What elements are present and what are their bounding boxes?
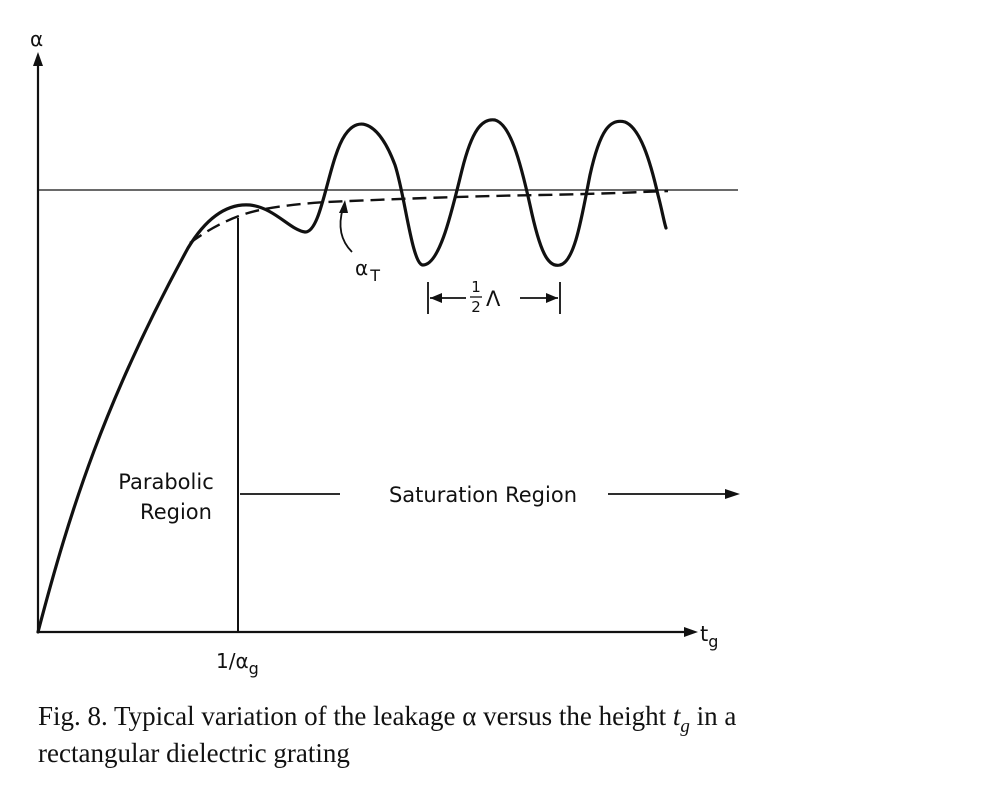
- y-axis-arrowhead: [33, 52, 43, 66]
- saturation-right-arrowhead: [725, 489, 740, 499]
- alpha-t-pointer-arrowhead: [339, 200, 348, 213]
- alpha-t-dashed-curve: [189, 189, 669, 244]
- half-lambda-right-arrowhead: [546, 293, 558, 303]
- x-axis-label: tg: [700, 622, 718, 651]
- alpha-t-pointer: [339, 207, 353, 253]
- saturation-region-label: Saturation Region: [389, 483, 577, 507]
- parabolic-region-label-line2: Region: [140, 500, 212, 524]
- x-axis-arrowhead: [684, 627, 698, 637]
- half-lambda-symbol: Λ: [486, 287, 501, 311]
- half-lambda-left-arrowhead: [430, 293, 442, 303]
- leakage-curve: [36, 118, 668, 634]
- parabolic-region-label-line1: Parabolic: [118, 470, 213, 494]
- half-lambda-numerator: 1: [471, 278, 481, 296]
- figure-caption-line2: rectangular dielectric grating: [38, 738, 350, 768]
- half-lambda-denominator: 2: [471, 298, 481, 316]
- x-tick-label: 1/αg: [216, 649, 259, 678]
- figure-caption-line1: Fig. 8. Typical variation of the leakage…: [38, 701, 736, 737]
- y-axis-label: α: [30, 27, 43, 51]
